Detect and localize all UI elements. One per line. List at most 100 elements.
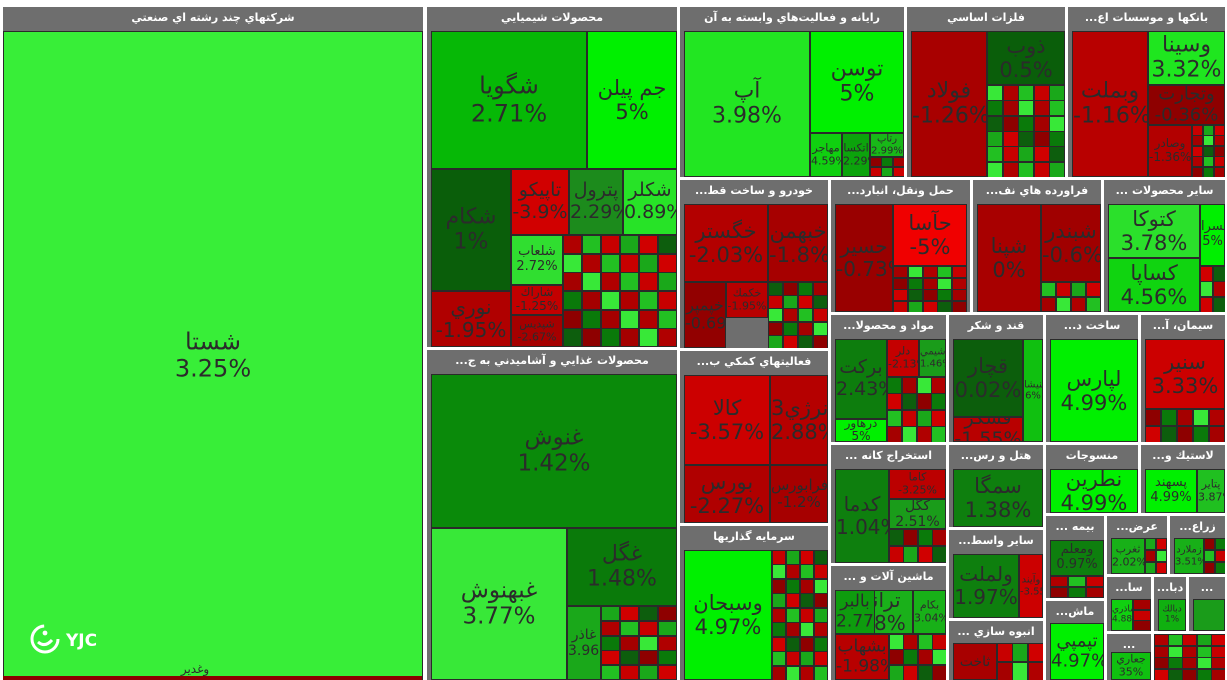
small-stock-tile[interactable] [907, 277, 923, 290]
small-stock-tile[interactable] [917, 634, 933, 650]
small-stock-tile[interactable] [1002, 146, 1019, 163]
small-stock-tile[interactable] [892, 157, 904, 167]
stock-tile[interactable]: ثغرب 2.02% [1111, 538, 1145, 574]
small-stock-tile[interactable] [800, 607, 814, 623]
small-stock-tile[interactable] [620, 253, 639, 273]
small-stock-tile[interactable] [987, 100, 1003, 117]
small-stock-tile[interactable] [1214, 125, 1225, 136]
small-stock-tile[interactable] [1182, 634, 1198, 646]
small-stock-tile[interactable] [1212, 266, 1225, 282]
small-stock-tile[interactable] [917, 546, 933, 563]
small-stock-tile[interactable] [1002, 161, 1019, 177]
small-stock-tile[interactable] [814, 651, 828, 667]
small-stock-tile[interactable] [1156, 550, 1167, 562]
small-stock-tile[interactable] [903, 634, 919, 650]
small-stock-tile[interactable] [931, 634, 946, 650]
small-stocks-mosaic[interactable] [870, 157, 904, 177]
small-stock-tile[interactable] [916, 409, 932, 427]
sector-block[interactable]: ساير محصولات ...كتوكا3.78%كساپا4.56%كسرا… [1104, 180, 1225, 312]
small-stock-tile[interactable] [563, 235, 582, 254]
small-stock-tile[interactable] [1212, 296, 1225, 312]
small-stock-tile[interactable] [620, 291, 639, 310]
small-stock-tile[interactable] [1012, 643, 1029, 662]
small-stock-tile[interactable] [768, 282, 783, 296]
small-stock-tile[interactable] [1200, 281, 1213, 298]
small-stock-tile[interactable] [917, 664, 933, 680]
small-stock-tile[interactable] [931, 546, 946, 563]
small-stock-tile[interactable] [1193, 409, 1209, 426]
small-stock-tile[interactable] [814, 622, 828, 638]
small-stock-tile[interactable] [1018, 161, 1035, 177]
stock-tile[interactable]: جعاري 35% [1111, 652, 1151, 680]
small-stock-tile[interactable] [893, 277, 908, 290]
small-stock-tile[interactable] [1196, 657, 1212, 669]
small-stock-tile[interactable] [907, 289, 923, 301]
small-stock-tile[interactable] [931, 425, 946, 442]
small-stock-tile[interactable] [1033, 115, 1050, 132]
stock-tile[interactable]: ذوب 0.5% [987, 31, 1065, 85]
stock-tile[interactable]: خپمپر-0.69% [684, 282, 726, 348]
small-stock-tile[interactable] [952, 289, 967, 301]
small-stock-tile[interactable] [931, 649, 946, 666]
small-stock-tile[interactable] [1133, 620, 1151, 631]
small-stock-tile[interactable] [783, 334, 798, 348]
small-stock-tile[interactable] [1145, 562, 1156, 574]
small-stock-tile[interactable] [601, 665, 620, 680]
small-stock-tile[interactable] [917, 649, 933, 666]
small-stock-tile[interactable] [639, 620, 658, 636]
small-stock-tile[interactable] [1204, 562, 1215, 574]
small-stock-tile[interactable] [639, 235, 658, 254]
stock-tile[interactable]: خكمك -1.95% [726, 282, 768, 318]
sector-block[interactable]: دبا... دبالك 1% [1154, 577, 1186, 631]
small-stock-tile[interactable] [931, 393, 946, 411]
small-stock-tile[interactable] [563, 328, 582, 347]
small-stock-tile[interactable] [881, 167, 894, 177]
small-stock-tile[interactable] [563, 291, 582, 310]
small-stocks-mosaic[interactable] [997, 643, 1043, 680]
stock-tile[interactable]: قنيشا6% [1023, 339, 1043, 442]
stock-tile[interactable]: پسهند 4.99% [1145, 469, 1197, 513]
small-stock-tile[interactable] [1154, 645, 1169, 658]
small-stock-tile[interactable] [563, 253, 582, 273]
small-stock-tile[interactable] [903, 529, 919, 546]
small-stock-tile[interactable] [1002, 85, 1019, 101]
small-stock-tile[interactable] [620, 309, 639, 329]
small-stock-tile[interactable] [658, 328, 677, 347]
stock-tile[interactable]: جم پيلن 5% [587, 31, 677, 169]
small-stock-tile[interactable] [1210, 668, 1225, 680]
small-stock-tile[interactable] [1154, 668, 1169, 680]
small-stock-tile[interactable] [1033, 131, 1050, 147]
small-stock-tile[interactable] [916, 425, 932, 442]
small-stocks-mosaic[interactable] [893, 266, 967, 312]
small-stock-tile[interactable] [889, 649, 904, 666]
stock-tile[interactable] [1193, 599, 1225, 631]
stock-tile[interactable]: وآيند-3.55% [1019, 554, 1043, 618]
small-stock-tile[interactable] [1210, 634, 1225, 646]
small-stock-tile[interactable] [1027, 643, 1043, 662]
small-stocks-mosaic[interactable] [889, 634, 946, 680]
sector-block[interactable]: مواد و محصولا...بركت2.43%دلر-2.13%دشيمي1… [831, 315, 946, 442]
small-stock-tile[interactable] [786, 564, 800, 580]
small-stock-tile[interactable] [601, 650, 620, 666]
small-stock-tile[interactable] [1203, 125, 1214, 136]
small-stock-tile[interactable] [1203, 156, 1214, 168]
small-stocks-mosaic[interactable] [889, 529, 946, 563]
small-stock-tile[interactable] [952, 266, 967, 278]
small-stock-tile[interactable] [1133, 609, 1151, 621]
small-stock-tile[interactable] [1018, 131, 1035, 147]
small-stock-tile[interactable] [601, 635, 620, 651]
small-stock-tile[interactable] [783, 321, 798, 336]
small-stock-tile[interactable] [1196, 645, 1212, 658]
small-stock-tile[interactable] [1068, 576, 1086, 587]
small-stock-tile[interactable] [937, 300, 953, 312]
small-stock-tile[interactable] [881, 157, 894, 167]
small-stock-tile[interactable] [1214, 550, 1225, 562]
stock-tile[interactable]: شاراك -1.25% [511, 285, 563, 315]
small-stock-tile[interactable] [800, 564, 814, 580]
small-stock-tile[interactable] [987, 115, 1003, 132]
stock-tile[interactable]: فرابورس -1.2% [770, 465, 828, 523]
small-stock-tile[interactable] [1002, 100, 1019, 117]
